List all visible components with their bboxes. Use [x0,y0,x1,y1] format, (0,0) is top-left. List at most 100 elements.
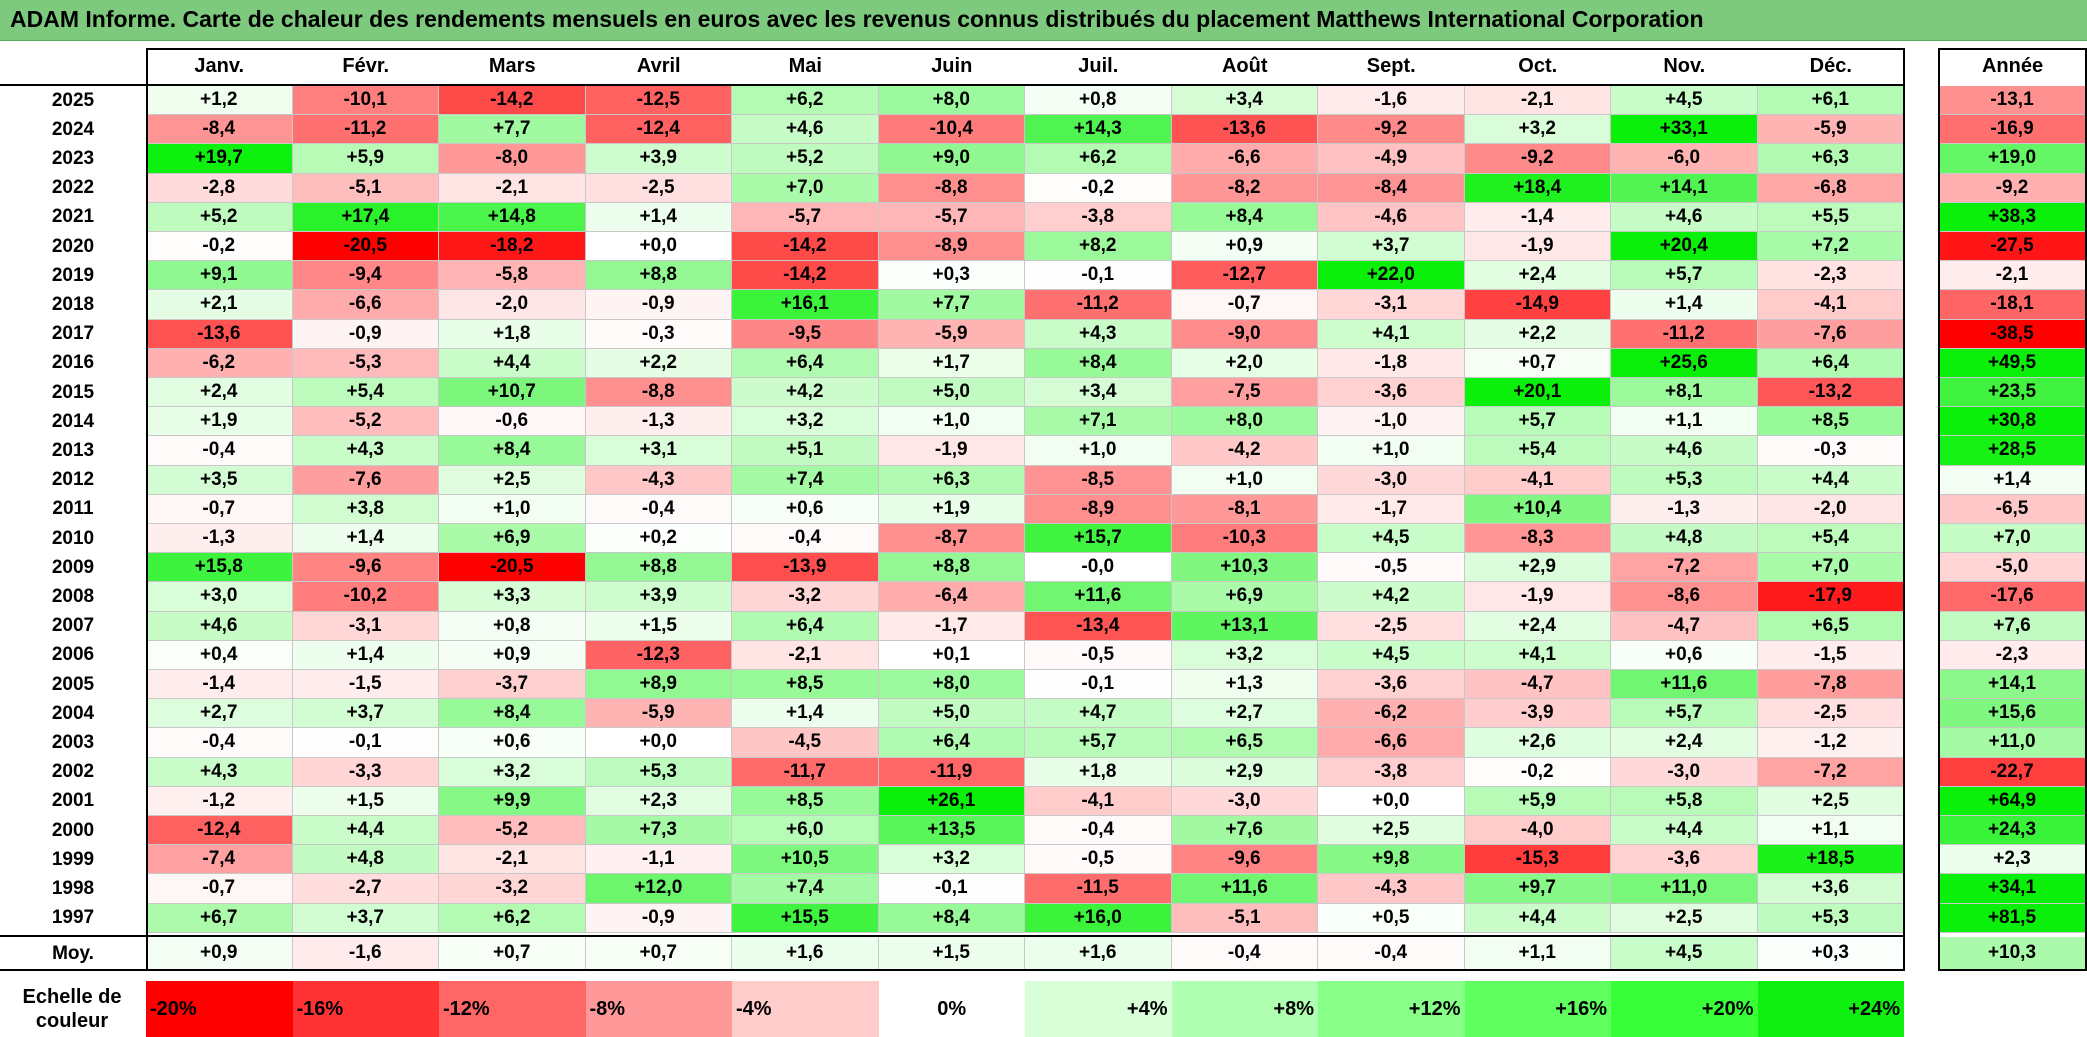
average-cell: +1,1 [1464,936,1611,971]
heatmap-cell: -9,0 [1171,319,1318,349]
heatmap-cell: +5,2 [146,202,293,232]
heatmap-cell: -3,2 [732,582,879,612]
heatmap-cell: +0,3 [878,261,1025,291]
color-scale-swatch: +24% [1757,981,1904,1037]
heatmap-cell: +26,1 [878,786,1025,816]
annual-cell: -2,1 [1938,261,2087,291]
heatmap-cell: +3,2 [732,407,879,437]
heatmap-cell: +22,0 [1318,261,1465,291]
heatmap-cell: +5,9 [1464,786,1611,816]
heatmap-cell: -8,1 [1171,494,1318,524]
heatmap-cell: +7,2 [1757,232,1904,262]
heatmap-cell: -0,5 [1025,640,1172,670]
heatmap-cell: +8,4 [1025,348,1172,378]
heatmap-cell: -9,2 [1318,115,1465,145]
average-cell: +0,7 [439,936,586,971]
heatmap-cell: -20,5 [292,232,439,262]
heatmap-cell: -1,2 [146,786,293,816]
heatmap-cell: -2,0 [439,290,586,320]
annual-cell: +34,1 [1938,874,2087,904]
heatmap-cell: +7,7 [439,115,586,145]
heatmap-cell: +2,2 [585,348,732,378]
heatmap-cell: +20,4 [1611,232,1758,262]
heatmap-cell: +6,0 [732,816,879,846]
heatmap-cell: -4,9 [1318,144,1465,174]
heatmap-cell: +9,0 [878,144,1025,174]
heatmap-cell: -4,3 [1318,874,1465,904]
heatmap-cell: +3,4 [1171,86,1318,116]
month-header: Oct. [1518,54,1558,77]
heatmap-cell: +5,7 [1611,261,1758,291]
heatmap-cell: -11,2 [1025,290,1172,320]
month-header: Juil. [1078,54,1119,77]
heatmap-cell: +7,7 [878,290,1025,320]
heatmap-cell: -6,6 [1171,144,1318,174]
heatmap-cell: +11,6 [1025,582,1172,612]
annual-cell: +28,5 [1938,436,2087,466]
heatmap-cell: +15,5 [732,903,879,933]
year-label: 2018 [51,293,95,315]
heatmap-cell: -8,4 [146,115,293,145]
heatmap-cell: +2,4 [1611,728,1758,758]
heatmap-cell: +3,3 [439,582,586,612]
heatmap-cell: +2,9 [1171,757,1318,787]
heatmap-cell: +6,5 [1171,728,1318,758]
heatmap-cell: -10,3 [1171,524,1318,554]
heatmap-cell: -13,6 [1171,115,1318,145]
heatmap-cell: +5,3 [585,757,732,787]
heatmap-cell: -4,6 [1318,202,1465,232]
year-label: 2001 [51,790,95,812]
heatmap-cell: +14,8 [439,202,586,232]
year-label: 2006 [51,644,95,666]
heatmap-cell: -0,6 [439,407,586,437]
annual-header: Année [1981,54,2044,77]
heatmap-cell: +2,4 [146,378,293,408]
heatmap-cell: +4,6 [146,611,293,641]
heatmap-cell: +4,6 [732,115,879,145]
heatmap-cell: +3,4 [1025,378,1172,408]
heatmap-cell: -0,0 [1025,553,1172,583]
heatmap-cell: -3,1 [292,611,439,641]
heatmap-cell: +3,7 [292,903,439,933]
heatmap-cell: +5,7 [1464,407,1611,437]
annual-cell: +38,3 [1938,202,2087,232]
heatmap-cell: -8,5 [1025,465,1172,495]
average-row-label: Moy. [52,942,94,964]
heatmap-cell: -18,2 [439,232,586,262]
heatmap-cell: +1,5 [292,786,439,816]
heatmap-cell: +5,2 [732,144,879,174]
year-label: 2024 [51,118,95,140]
heatmap-cell: -8,8 [878,173,1025,203]
heatmap-cell: -6,6 [1318,728,1465,758]
heatmap-cell: +5,1 [732,436,879,466]
average-cell: +1,5 [878,936,1025,971]
heatmap-cell: +8,2 [1025,232,1172,262]
heatmap-cell: +19,7 [146,144,293,174]
heatmap-cell: +2,9 [1464,553,1611,583]
heatmap-cell: -5,8 [439,261,586,291]
heatmap-cell: -0,9 [585,290,732,320]
month-header: Août [1221,54,1268,77]
heatmap-cell: +10,5 [732,845,879,875]
heatmap-cell: +7,4 [732,465,879,495]
year-label: 2025 [51,89,95,111]
heatmap-cell: +6,5 [1757,611,1904,641]
heatmap-cell: +0,4 [146,640,293,670]
heatmap-cell: +33,1 [1611,115,1758,145]
heatmap-cell: -1,5 [1757,640,1904,670]
heatmap-cell: +1,4 [1611,290,1758,320]
heatmap-cell: -13,9 [732,553,879,583]
heatmap-cell: -12,4 [585,115,732,145]
heatmap-cell: -14,2 [732,232,879,262]
heatmap-cell: +14,3 [1025,115,1172,145]
heatmap-cell: -8,0 [439,144,586,174]
heatmap-cell: -5,1 [1171,903,1318,933]
year-label: 2008 [51,585,95,607]
heatmap-cell: +7,6 [1171,816,1318,846]
heatmap-cell: +12,0 [585,874,732,904]
heatmap-cell: +2,3 [585,786,732,816]
heatmap-cell: +11,6 [1171,874,1318,904]
year-label: 2013 [51,439,95,461]
heatmap-cell: +1,4 [292,524,439,554]
heatmap-cell: -3,9 [1464,699,1611,729]
